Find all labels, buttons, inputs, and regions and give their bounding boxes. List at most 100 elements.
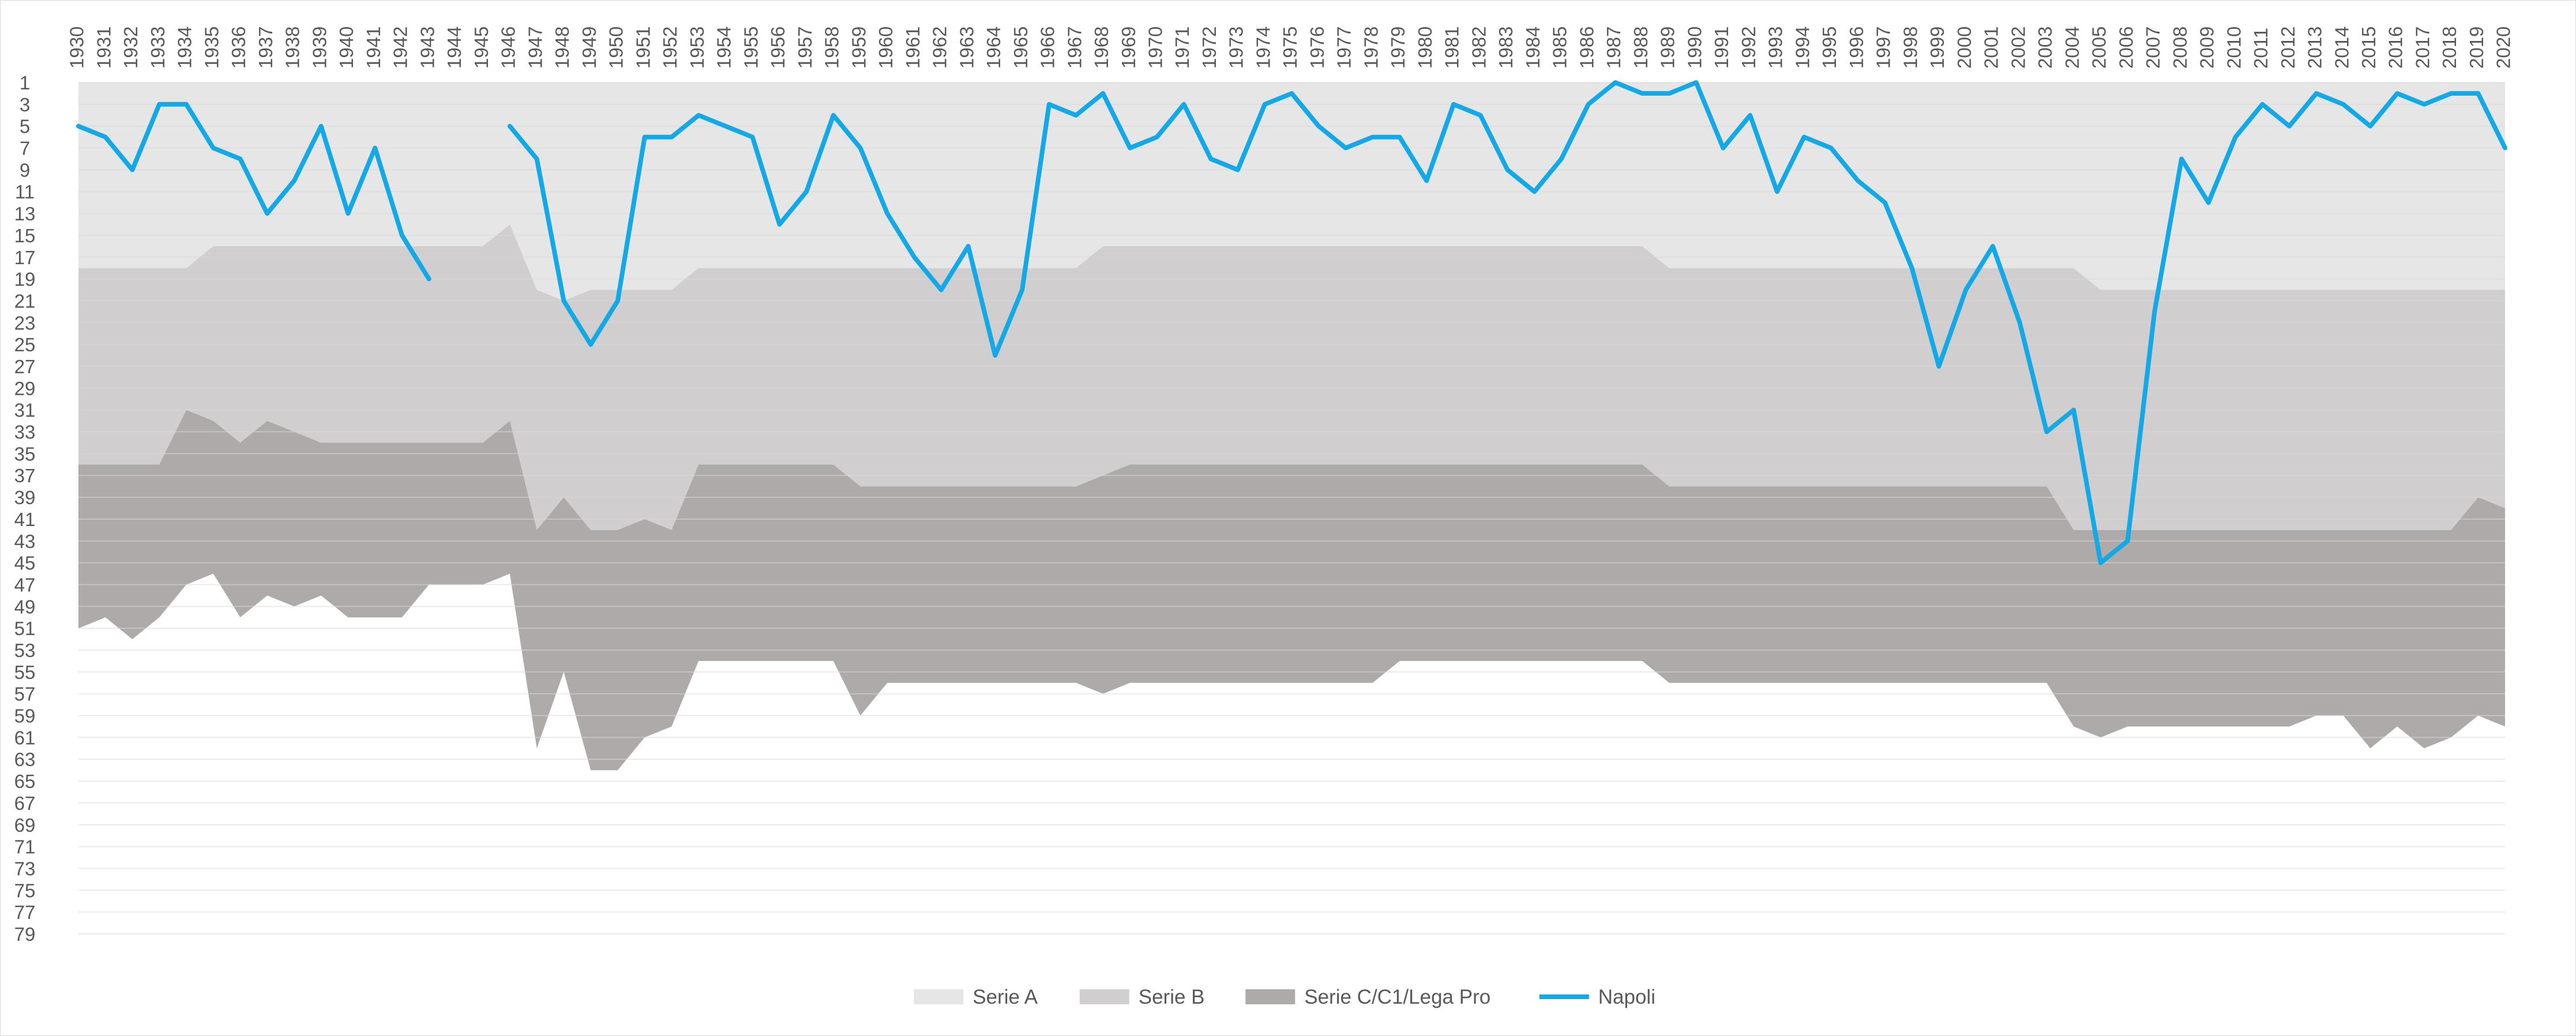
x-tick-label: 1954 [714,27,735,69]
x-tick-label: 1958 [821,27,843,69]
y-tick-label: 23 [14,312,36,333]
x-tick-label: 2004 [2061,27,2083,69]
y-tick-label: 45 [14,553,36,574]
x-tick-label: 1998 [1899,27,1921,69]
x-tick-label: 1990 [1684,27,1705,69]
x-tick-label: 2015 [2358,27,2379,69]
x-tick-label: 1945 [471,27,492,69]
x-tick-label: 1942 [390,27,411,69]
x-tick-label: 1937 [255,27,276,69]
x-tick-label: 1952 [659,27,681,69]
y-tick-label: 13 [14,203,36,224]
series-line-napoli [76,80,2507,565]
x-tick-label: 1936 [228,27,249,69]
x-tick-label: 2016 [2385,27,2406,69]
x-tick-label: 1933 [147,27,168,69]
y-tick-label: 37 [14,465,36,486]
x-tick-label: 2020 [2493,27,2514,69]
x-tick-label: 1973 [1226,27,1247,69]
x-tick-label: 2011 [2250,28,2271,69]
x-tick-label: 1994 [1792,27,1813,69]
area-band-serie-c-c1-lega-pro [78,410,2505,771]
legend-item-serie-b: Serie B [1079,986,1205,1008]
x-tick-label: 1946 [498,27,519,69]
x-tick-label: 2006 [2115,27,2136,69]
x-tick-label: 1982 [1468,27,1489,69]
y-tick-label: 73 [14,858,36,879]
x-tick-label: 1967 [1064,27,1085,69]
legend-label: Napoli [1598,986,1655,1008]
y-tick-label: 69 [14,814,36,836]
x-tick-label: 1974 [1252,27,1274,69]
x-tick-label: 1995 [1819,27,1840,69]
y-tick-label: 35 [14,443,36,464]
y-tick-label: 11 [15,181,35,202]
y-tick-label: 47 [14,574,36,595]
legend-item-serie-c-c1-lega-pro: Serie C/C1/Lega Pro [1245,986,1490,1008]
x-tick-label: 1943 [416,27,438,69]
x-tick-label: 2007 [2142,27,2164,69]
x-tick-label: 2000 [1954,27,1975,69]
x-tick-label: 1940 [336,27,357,69]
x-tick-label: 1964 [983,27,1004,69]
y-tick-label: 19 [14,269,36,290]
y-tick-label: 67 [14,793,36,814]
x-tick-label: 1968 [1091,27,1112,69]
x-tick-label: 1932 [120,27,141,69]
x-tick-label: 1944 [444,27,465,69]
x-tick-label: 1993 [1765,27,1786,69]
x-tick-label: 1941 [363,27,384,69]
x-tick-label: 1975 [1279,27,1301,69]
x-tick-label: 1996 [1846,27,1867,69]
y-tick-label: 71 [14,836,36,858]
x-tick-label: 1947 [524,27,546,69]
y-tick-label: 9 [20,159,30,181]
x-tick-label: 1938 [282,27,303,69]
x-tick-label: 1976 [1306,27,1328,69]
x-tick-label: 1983 [1495,27,1516,69]
y-tick-label: 21 [14,290,36,311]
y-tick-label: 57 [14,684,36,705]
x-tick-label: 1948 [551,27,573,69]
x-tick-label: 1955 [740,27,761,69]
x-tick-label: 1972 [1199,27,1220,69]
x-tick-label: 2013 [2304,27,2326,69]
x-tick-label: 1987 [1603,27,1624,69]
legend-swatch [1245,989,1295,1004]
y-axis-ticks: 1357911131517192123252729313335373941434… [14,72,36,945]
x-tick-label: 2009 [2196,27,2218,69]
legend-swatch [1079,989,1129,1004]
x-tick-label: 1977 [1334,27,1355,69]
legend-item-serie-a: Serie A [914,986,1038,1008]
x-tick-label: 1999 [1927,27,1948,69]
x-tick-label: 1931 [93,27,114,69]
x-tick-label: 1979 [1387,27,1409,69]
y-tick-label: 31 [14,400,36,421]
y-tick-label: 77 [14,902,36,923]
x-tick-label: 1949 [579,27,600,69]
x-tick-label: 1965 [1010,27,1031,69]
y-tick-label: 75 [14,880,36,901]
y-tick-label: 15 [14,225,36,246]
y-tick-label: 25 [14,334,36,355]
y-tick-label: 65 [14,771,36,792]
x-tick-label: 1980 [1414,27,1436,69]
x-tick-label: 1969 [1118,27,1139,69]
y-tick-label: 7 [20,138,30,159]
x-tick-label: 1962 [929,27,951,69]
y-tick-label: 53 [14,640,36,661]
y-tick-label: 49 [14,596,36,617]
y-tick-label: 43 [14,531,36,552]
legend-swatch [914,989,964,1004]
legend-label: Serie C/C1/Lega Pro [1304,986,1490,1008]
x-tick-label: 2019 [2466,27,2487,69]
x-tick-label: 1989 [1657,27,1678,69]
x-tick-label: 1953 [686,27,708,69]
y-tick-label: 55 [14,662,36,683]
x-tick-label: 1959 [848,27,869,69]
x-tick-label: 1997 [1873,27,1894,69]
legend-label: Serie B [1139,986,1205,1008]
x-tick-label: 2012 [2277,27,2299,69]
